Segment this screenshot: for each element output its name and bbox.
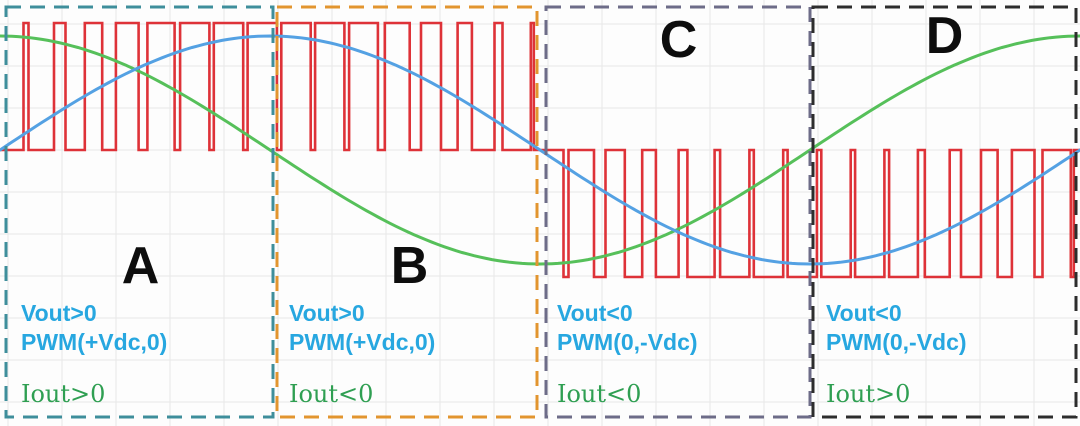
pwm-condition-a: PWM(+Vdc,0) [21,329,168,355]
iout-condition-d: Iout>0 [826,380,911,408]
pwm-waveform [0,21,1080,279]
quadrant-border-b [275,5,539,419]
iout-condition-c: Iout<0 [557,380,642,408]
quadrant-label-c: C [659,11,699,69]
pwm-condition-c: PWM(0,-Vdc) [557,329,698,355]
vout-curve [0,34,1080,266]
quadrant-border-c [544,5,812,419]
quadrant-label-b: B [390,237,430,295]
pwm-condition-d: PWM(0,-Vdc) [826,329,967,355]
pwm-condition-b: PWM(+Vdc,0) [289,329,436,355]
vout-condition-a: Vout>0 [21,300,97,326]
iout-curve [0,34,1080,266]
quadrant-border-a [4,5,275,419]
iout-condition-a: Iout>0 [21,380,106,408]
quadrant-label-d: D [925,7,965,65]
vout-condition-b: Vout>0 [289,300,365,326]
vout-condition-d: Vout<0 [826,300,902,326]
quadrant-border-d [811,5,1078,419]
iout-condition-b: Iout<0 [289,380,374,408]
vout-condition-c: Vout<0 [557,300,633,326]
quadrant-label-a: A [121,237,161,295]
